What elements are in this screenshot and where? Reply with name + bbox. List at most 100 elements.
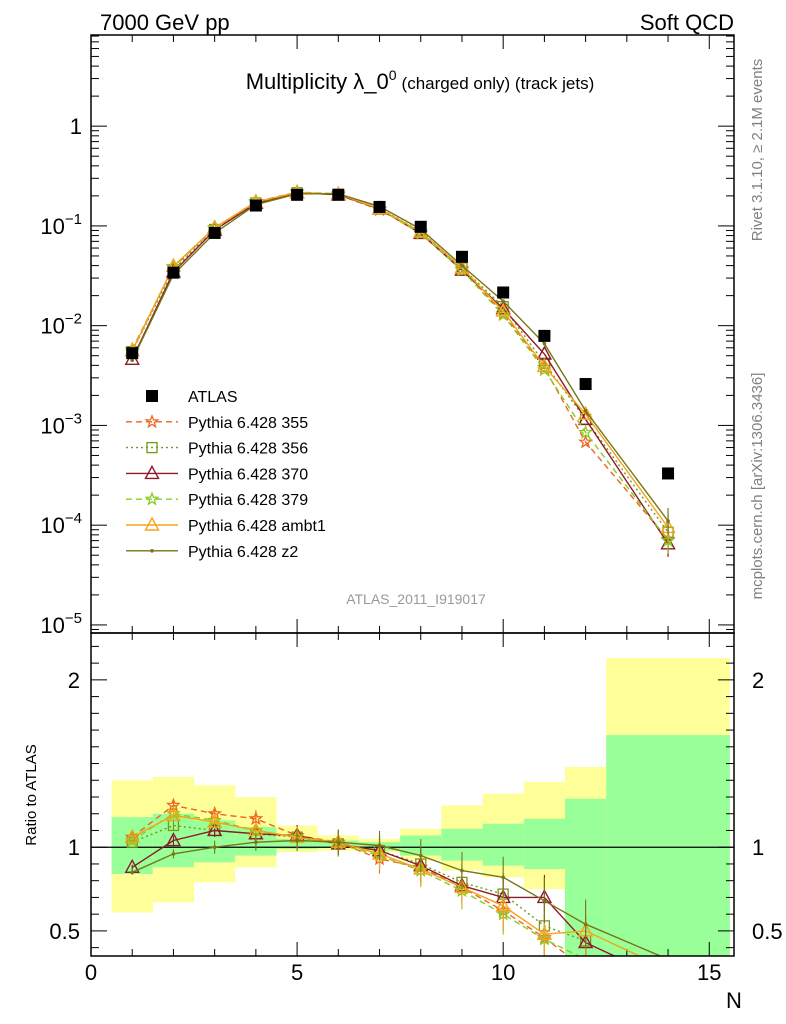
main-y-tick-base: 10 xyxy=(40,214,64,239)
legend-label-p356: Pythia 6.428 356 xyxy=(188,441,308,458)
ratio-series-marker xyxy=(254,840,258,844)
ratio-series-group xyxy=(124,797,663,956)
atlas-data-point xyxy=(126,347,139,360)
ratio-series-marker xyxy=(124,828,140,843)
ratio-y-tick-label-right: 1 xyxy=(752,835,764,860)
main-series-marker xyxy=(501,299,505,303)
main-y-tick-label: 10−2 xyxy=(40,311,82,339)
main-y-tick-base: 10 xyxy=(40,513,64,538)
ratio-series-marker xyxy=(165,832,182,847)
legend-atlas-label: ATLAS xyxy=(188,389,238,406)
ratio-y-tick-label: 0.5 xyxy=(49,919,80,944)
main-series-marker xyxy=(660,532,676,548)
analysis-label: ATLAS_2011_I919017 xyxy=(346,591,486,607)
ratio-series-marker xyxy=(212,845,217,850)
ratio-plot-frame xyxy=(90,632,735,957)
uncertainty-bands xyxy=(91,658,734,956)
category-label: Soft QCD xyxy=(640,10,734,35)
atlas-data-point xyxy=(249,199,262,212)
atlas-data-points xyxy=(126,188,675,480)
main-series-line xyxy=(131,191,669,545)
ratio-series-z2 xyxy=(130,829,663,956)
atlas-data-point xyxy=(579,378,592,391)
ratio-y-tick-label: 1 xyxy=(68,835,80,860)
main-y-tick-base: 10 xyxy=(40,613,64,638)
main-y-tick-label: 1 xyxy=(70,114,82,139)
ratio-y-tick-label-right: 0.5 xyxy=(752,919,783,944)
ratio-series-marker xyxy=(165,806,182,822)
ratio-series-marker xyxy=(171,852,176,856)
x-tick-label: 15 xyxy=(697,960,721,985)
ratio-series-marker xyxy=(583,922,588,927)
main-y-tick-label: 10−5 xyxy=(40,610,82,638)
ratio-series-marker xyxy=(495,897,511,912)
plot-title-superscript: 0 xyxy=(389,67,397,83)
main-series-marker xyxy=(454,259,470,274)
rivet-label: Rivet 3.1.10, ≥ 2.1M events xyxy=(749,59,766,242)
atlas-data-point xyxy=(538,329,551,342)
atlas-data-point xyxy=(662,467,675,480)
inner-uncertainty-band xyxy=(523,818,566,869)
main-y-tick-label: 10−1 xyxy=(40,211,82,239)
ratio-series-marker xyxy=(336,840,341,844)
x-tick-label: 0 xyxy=(85,960,97,985)
main-y-tick-base: 1 xyxy=(70,114,82,139)
inner-uncertainty-band xyxy=(606,735,730,956)
ratio-series-marker xyxy=(130,870,135,875)
atlas-data-point xyxy=(373,200,386,213)
main-series-line xyxy=(131,191,669,540)
energy-label: 7000 GeV pp xyxy=(100,10,230,35)
inner-uncertainty-band xyxy=(111,817,153,874)
plot-title-suffix: (charged only) (track jets) xyxy=(402,74,595,93)
main-series-marker xyxy=(495,302,511,317)
ratio-series-line xyxy=(131,804,570,956)
x-tick-label: 5 xyxy=(291,960,303,985)
ratio-series-marker xyxy=(501,875,505,880)
main-axis-ticks: 10−510−410−310−210−11 xyxy=(40,35,734,638)
legend-marker-ambt1 xyxy=(144,516,160,531)
main-y-tick-exponent: −4 xyxy=(65,510,82,527)
mcplots-label: mcplots.cern.ch [arXiv:1306.3436] xyxy=(749,373,766,600)
plot-title: Multiplicity λ_00 (charged only) (track j… xyxy=(246,67,595,94)
atlas-data-point xyxy=(455,250,468,263)
ratio-y-tick-label-right: 2 xyxy=(752,668,764,693)
legend-marker-p356 xyxy=(146,441,158,454)
atlas-data-point xyxy=(208,226,221,239)
main-series-marker xyxy=(460,263,464,268)
atlas-data-point xyxy=(497,286,510,299)
main-y-tick-exponent: −5 xyxy=(65,610,82,627)
main-y-tick-label: 10−3 xyxy=(40,410,82,438)
main-series-line xyxy=(131,191,669,542)
main-series-marker xyxy=(577,405,594,420)
main-series-marker xyxy=(578,434,594,449)
main-y-tick-base: 10 xyxy=(40,314,64,339)
main-y-tick-base: 10 xyxy=(40,413,64,438)
legend-label-p355: Pythia 6.428 355 xyxy=(188,415,308,432)
atlas-data-point xyxy=(414,220,427,233)
legend: ATLAS Pythia 6.428 355 Pythia 6.428 356 Pyt… xyxy=(126,389,326,561)
main-y-tick-exponent: −2 xyxy=(65,311,82,328)
ratio-y-tick-label: 2 xyxy=(68,668,80,693)
atlas-data-point xyxy=(167,266,180,279)
ratio-series-marker xyxy=(248,810,264,826)
ratio-series-line xyxy=(131,812,581,956)
ratio-axis-ticks: 0 5 10 15 0.5 0.5 1 1 2 2 xyxy=(49,633,783,985)
legend-label-z2: Pythia 6.428 z2 xyxy=(188,544,298,561)
main-series-marker xyxy=(542,341,547,346)
legend-label-p370: Pythia 6.428 370 xyxy=(188,466,308,483)
ratio-series-marker xyxy=(542,898,547,903)
main-series-marker xyxy=(578,424,594,439)
legend-label-p379: Pythia 6.428 379 xyxy=(188,492,308,509)
main-series-marker xyxy=(130,358,135,363)
x-axis-title: N xyxy=(726,988,742,1013)
ratio-series-marker xyxy=(454,878,470,894)
ratio-series-marker xyxy=(295,838,299,843)
main-y-tick-exponent: −1 xyxy=(65,211,82,228)
legend-marker-p379 xyxy=(144,491,160,506)
legend-marker-p370 xyxy=(144,464,160,480)
legend-label-ambt1: Pythia 6.428 ambt1 xyxy=(188,518,326,535)
main-panel: 10−510−410−310−210−11 Multiplicity λ_00(… xyxy=(40,34,735,638)
main-series-marker xyxy=(536,357,553,373)
ratio-series-marker xyxy=(206,822,223,837)
